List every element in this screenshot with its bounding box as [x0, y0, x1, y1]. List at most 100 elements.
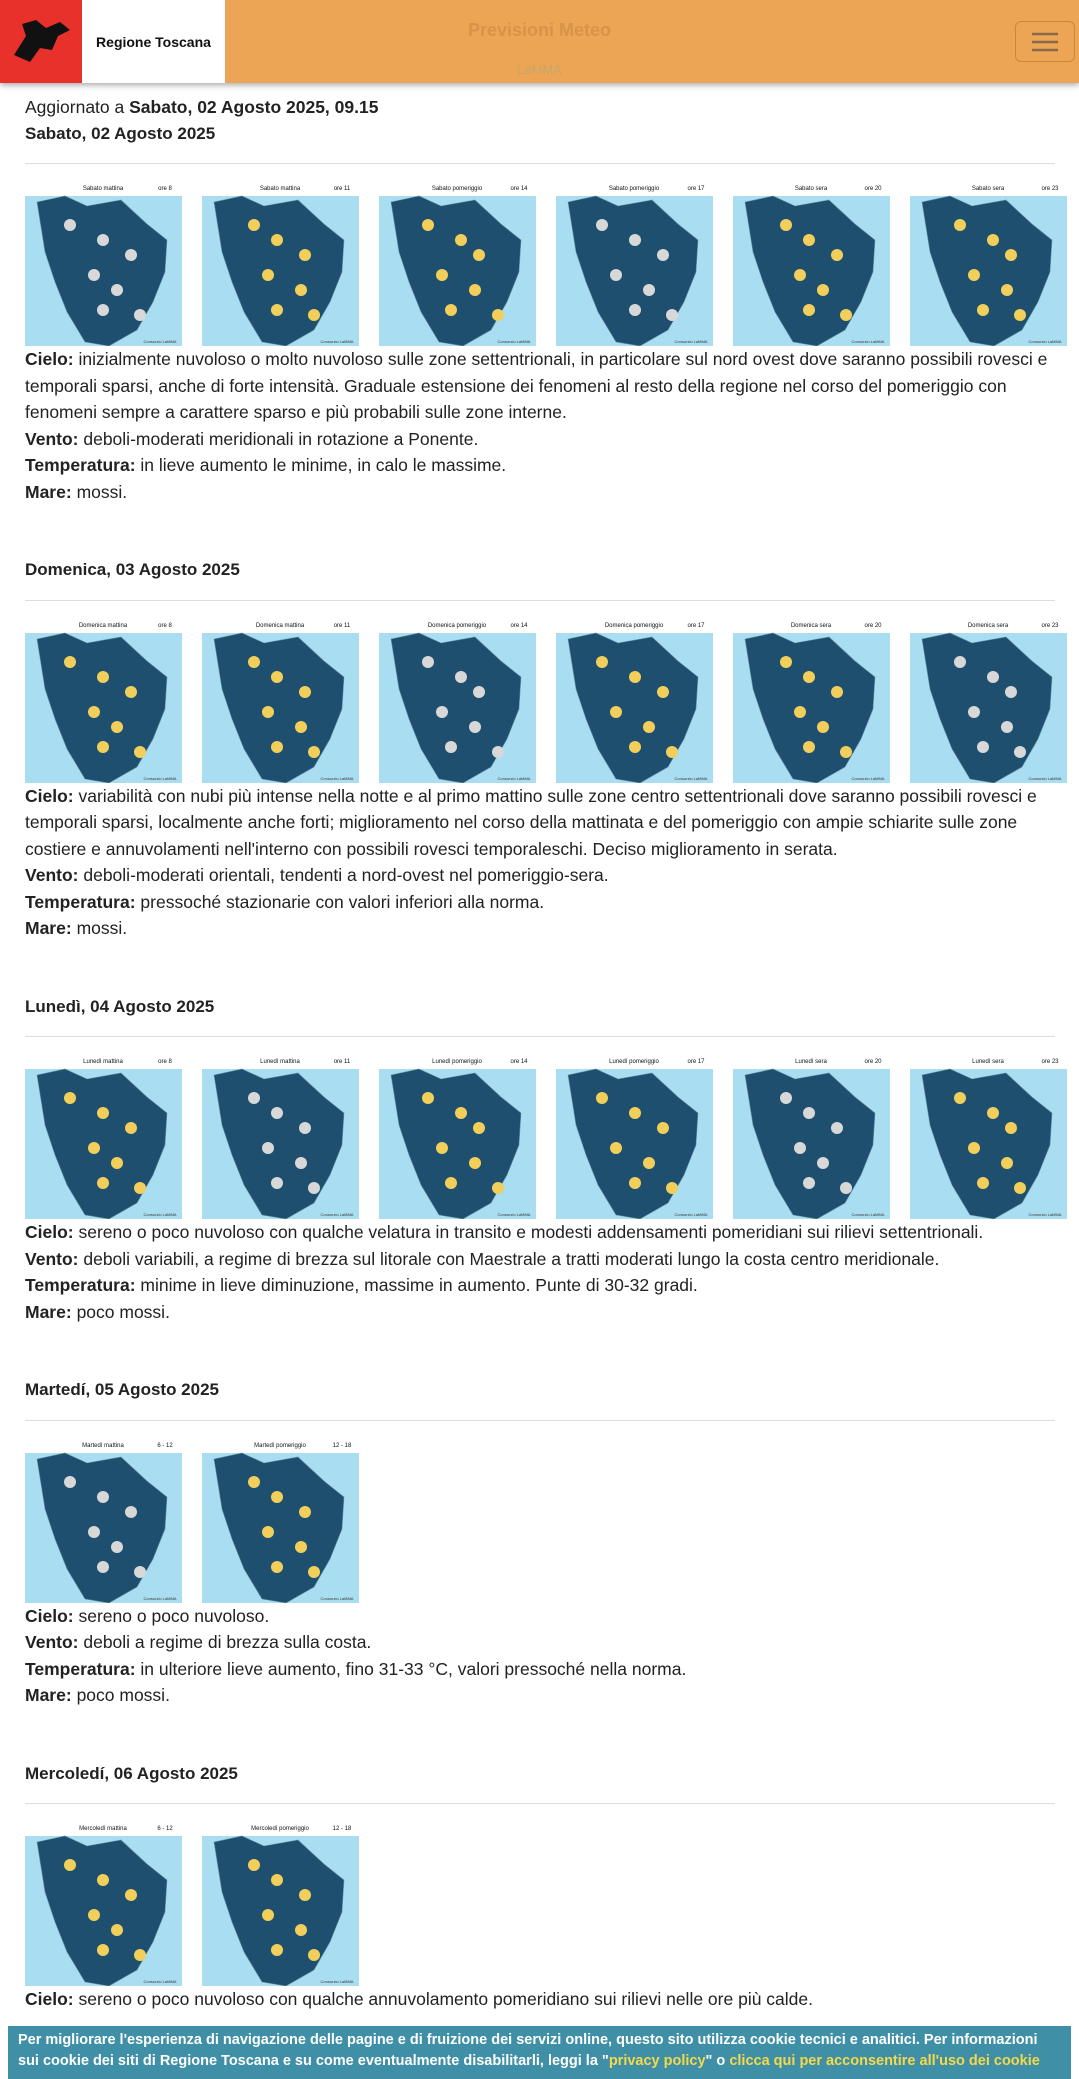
weather-icon: [1014, 1182, 1026, 1194]
day-date: Lunedì, 04 Agosto 2025: [25, 996, 215, 1016]
forecast-text: pressoché stazionarie con valori inferio…: [140, 891, 545, 912]
weather-icon: [436, 705, 448, 718]
weather-icon: [610, 269, 622, 281]
map-credit: Consorzio LaMMA: [1029, 339, 1062, 344]
map-credit: Consorzio LaMMA: [852, 1212, 885, 1217]
map-credit: Consorzio LaMMA: [144, 1596, 177, 1601]
map-land: [921, 632, 1053, 783]
map-land: [213, 1068, 345, 1219]
weather-icon: [125, 249, 137, 261]
weather-icon: [422, 1092, 434, 1104]
map-time: 12 - 18: [333, 1443, 352, 1449]
cookie-text: Per migliorare l'esperienza di navigazio…: [18, 2032, 1038, 2069]
map-credit: Consorzio LaMMA: [321, 776, 354, 781]
forecast-label: Vento:: [25, 428, 79, 449]
forecast-label: Temperatura:: [25, 891, 136, 912]
weather-icon: [794, 705, 806, 718]
map-caption: Lunedì pomeriggio: [609, 1059, 659, 1065]
weather-icon: [271, 1177, 283, 1189]
map-caption: Sabato mattina: [260, 186, 301, 192]
weather-icon: [794, 269, 806, 281]
weather-map: Lunedì sera ore 20 Consorzio LaMMA: [733, 1053, 890, 1219]
weather-icon: [629, 670, 641, 683]
map-caption: Domenica pomeriggio: [428, 623, 487, 629]
map-caption: Domenica pomeriggio: [605, 623, 664, 629]
weather-map: Lunedì mattina ore 11 Consorzio LaMMA: [202, 1053, 359, 1219]
map-time: ore 17: [687, 623, 705, 629]
map-time: 6 - 12: [157, 1826, 173, 1832]
divider: [25, 599, 1055, 601]
map-time: ore 20: [864, 186, 882, 192]
forecast-item: Temperatura: in lieve aumento le minime,…: [25, 452, 1055, 479]
map-time: ore 8: [158, 1059, 172, 1065]
map-time: ore 20: [864, 1059, 882, 1065]
weather-map: Sabato mattina ore 8 Consorzio LaMMA: [25, 180, 182, 346]
weather-icon: [657, 1122, 669, 1134]
weather-icon: [1005, 249, 1017, 261]
logo[interactable]: [0, 0, 82, 83]
weather-icon: [88, 1525, 100, 1538]
map-land: [744, 1068, 876, 1219]
brand[interactable]: Regione Toscana: [82, 0, 225, 83]
divider: [25, 1803, 1055, 1804]
weather-icon: [629, 1177, 641, 1189]
weather-icon: [596, 655, 608, 668]
updated: Aggiornato a Sabato, 02 Agosto 2025, 09.…: [25, 94, 1055, 121]
map-header: [910, 180, 1067, 196]
weather-icon: [643, 1157, 655, 1169]
map-credit: Consorzio LaMMA: [675, 1212, 708, 1217]
map-land: [390, 1068, 522, 1219]
forecast-text: sereno o poco nuvoloso.: [78, 1605, 270, 1626]
map-caption: Sabato pomeriggio: [432, 186, 483, 192]
weather-icon: [97, 740, 109, 753]
weather-icon: [111, 1540, 123, 1553]
map-land: [213, 195, 345, 346]
menu-button[interactable]: [1015, 21, 1075, 62]
map-header: [202, 1820, 359, 1836]
weather-icon: [596, 1092, 608, 1104]
forecast-item: Vento: deboli-moderati orientali, tenden…: [25, 862, 1055, 889]
weather-icon: [271, 1560, 283, 1573]
weather-icon: [295, 1157, 307, 1169]
forecast-text: poco mossi.: [76, 1685, 170, 1705]
forecast-label: Vento:: [25, 1248, 79, 1269]
map-credit: Consorzio LaMMA: [321, 1979, 354, 1984]
weather-map: Sabato sera ore 23 Consorzio LaMMA: [910, 180, 1067, 346]
updated-prefix: Aggiornato a: [25, 97, 125, 117]
map-land: [744, 632, 876, 783]
weather-icon: [610, 1142, 622, 1154]
weather-icon: [295, 720, 307, 733]
forecast-text: deboli-moderati meridionali in rotazione…: [83, 428, 479, 449]
forecast-label: Temperatura:: [25, 455, 136, 475]
weather-icon: [125, 1122, 137, 1134]
map-land: [213, 1452, 345, 1603]
weather-icon: [492, 1182, 504, 1194]
map-time: 6 - 12: [157, 1443, 173, 1449]
weather-map: Domenica pomeriggio ore 17 Consorzio LaMMA: [556, 616, 713, 783]
map-credit: Consorzio LaMMA: [675, 339, 708, 344]
map-header: [733, 616, 890, 633]
weather-icon: [271, 234, 283, 246]
map-time: ore 14: [510, 623, 528, 629]
weather-icon: [1014, 745, 1026, 758]
weather-icon: [88, 705, 100, 718]
weather-icon: [262, 1909, 274, 1921]
forecast-text: inizialmente nuvoloso o molto nuvoloso s…: [25, 349, 1048, 422]
map-header: [379, 180, 536, 196]
weather-map: Lunedì pomeriggio ore 17 Consorzio LaMMA: [556, 1053, 713, 1219]
map-credit: Consorzio LaMMA: [852, 776, 885, 781]
map-credit: Consorzio LaMMA: [498, 1212, 531, 1217]
weather-icon: [803, 1177, 815, 1189]
weather-icon: [308, 309, 320, 321]
weather-icon: [657, 249, 669, 261]
forecast-text: minime in lieve diminuzione, massime in …: [140, 1275, 698, 1295]
forecast-item: Mare: mossi.: [25, 915, 1055, 942]
weather-icon: [422, 655, 434, 668]
weather-icon: [1001, 720, 1013, 733]
map-header: [202, 1436, 359, 1453]
weather-icon: [134, 309, 146, 321]
accept-link[interactable]: clicca qui per acconsentire all'uso dei …: [729, 2053, 1040, 2069]
privacy-link[interactable]: privacy policy: [608, 2053, 706, 2069]
divider: [25, 1036, 1055, 1037]
